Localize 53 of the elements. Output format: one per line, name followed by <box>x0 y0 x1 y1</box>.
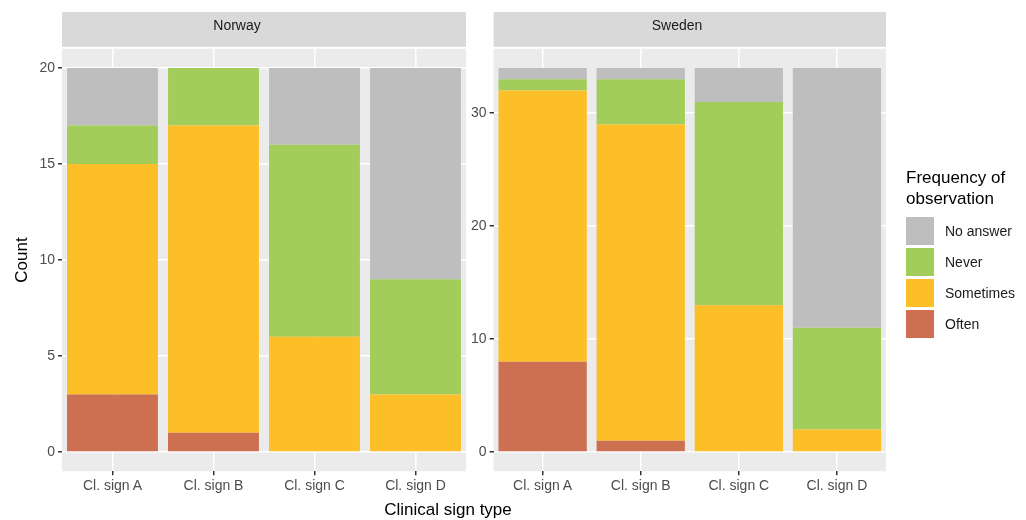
bar <box>498 361 587 452</box>
bar <box>498 79 587 91</box>
bar <box>67 68 158 126</box>
bar <box>596 68 685 80</box>
y-tick-label: 5 <box>47 346 56 363</box>
legend-label: Never <box>945 253 983 270</box>
bar <box>694 68 783 102</box>
bar <box>269 144 360 337</box>
bar <box>596 79 685 125</box>
chart-title: Sweden <box>651 17 703 34</box>
bar <box>370 279 461 395</box>
y-tick-label: 20 <box>39 58 56 75</box>
bar <box>370 68 461 280</box>
bar <box>168 125 259 433</box>
bar <box>498 68 587 80</box>
x-tick-label: Cl. sign C <box>708 477 770 494</box>
legend-label: Sometimes <box>945 284 1016 301</box>
legend-title: Frequency of observation <box>906 167 1007 209</box>
bar <box>596 440 685 452</box>
x-tick-label: Cl. sign B <box>183 477 244 494</box>
x-tick-label: Cl. sign D <box>806 477 868 494</box>
x-tick-label: Cl. sign D <box>385 477 446 494</box>
bar <box>67 164 158 395</box>
bar <box>67 125 158 164</box>
bar <box>269 336 360 452</box>
y-tick-label: 10 <box>39 250 56 267</box>
bar <box>694 101 783 306</box>
x-tick-label: Cl. sign B <box>610 477 671 494</box>
bar <box>269 68 360 145</box>
bar <box>498 90 587 362</box>
y-tick-label: 0 <box>47 442 56 459</box>
legend-label: No answer <box>945 222 1012 239</box>
x-tick-label: Cl. sign C <box>284 477 345 494</box>
bar <box>168 68 259 126</box>
x-tick-label: Cl. sign A <box>82 477 143 494</box>
bar <box>792 68 882 328</box>
bar <box>370 394 461 452</box>
y-tick-label: 30 <box>470 104 487 121</box>
bar <box>67 394 158 452</box>
chart-title: Norway <box>213 17 261 34</box>
y-tick-label: 0 <box>478 442 487 459</box>
bar <box>792 327 882 430</box>
bar <box>596 124 685 441</box>
y-tick-label: 20 <box>470 216 487 233</box>
y-tick-label: 10 <box>470 329 487 346</box>
y-axis-title: Count <box>11 237 31 283</box>
legend-label: Often <box>945 315 980 332</box>
bar <box>792 429 882 452</box>
y-tick-label: 15 <box>39 154 56 171</box>
bar <box>694 305 783 452</box>
x-tick-label: Cl. sign A <box>513 477 573 494</box>
bar <box>168 432 259 452</box>
x-axis-title: Clinical sign type <box>383 500 513 520</box>
